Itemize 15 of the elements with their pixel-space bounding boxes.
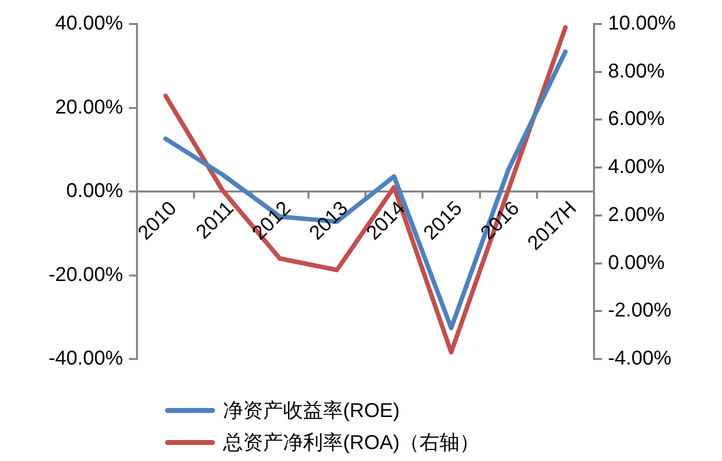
y2-tick-label: 4.00% <box>608 156 665 178</box>
y-tick-label: 0.00% <box>66 180 124 202</box>
y2-tick-label: -4.00% <box>608 348 672 370</box>
y2-tick-label: -2.00% <box>608 300 672 322</box>
legend-label: 净资产收益率(ROE) <box>223 398 400 424</box>
y-tick-label: 40.00% <box>55 12 124 35</box>
y-tick-label: -40.00% <box>48 348 124 370</box>
y-tick-label: 20.00% <box>55 96 124 118</box>
y-tick-label: -20.00% <box>48 264 124 286</box>
y2-tick-label: 0.00% <box>608 252 665 274</box>
y2-tick-label: 6.00% <box>608 108 665 130</box>
y2-tick-label: 2.00% <box>608 204 665 226</box>
y2-tick-label: 8.00% <box>608 60 665 82</box>
legend-label: 总资产净利率(ROA)（右轴） <box>223 430 480 456</box>
y2-tick-label: 10.00% <box>608 12 676 35</box>
